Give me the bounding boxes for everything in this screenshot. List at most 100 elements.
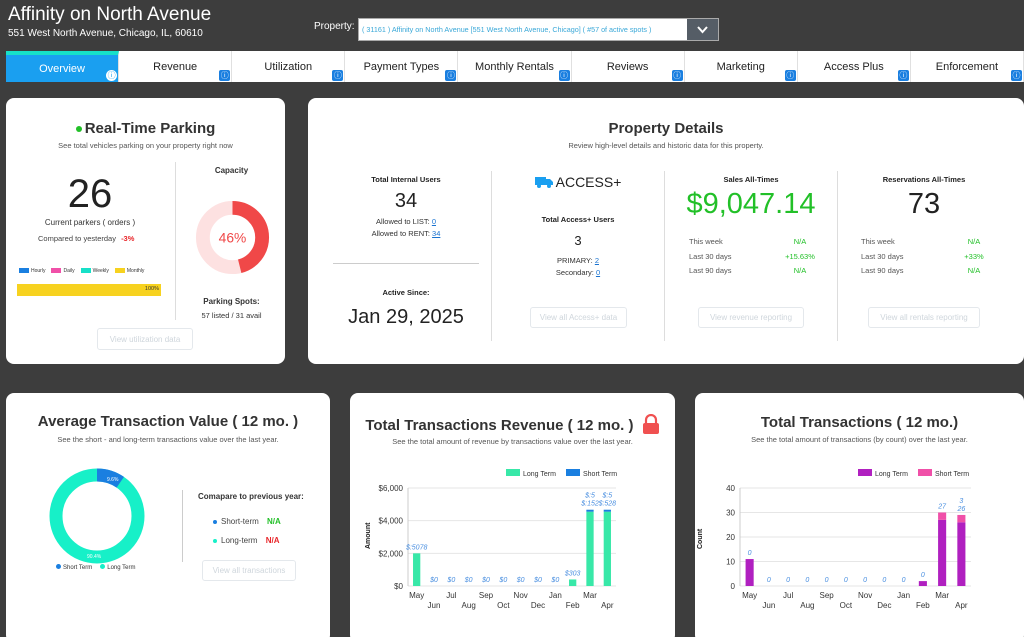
capacity-label: Capacity (214, 166, 249, 175)
data-label: $:528 (598, 501, 617, 508)
compare-label: Compared to yesterday (38, 234, 116, 243)
x-tick-label: Jul (446, 591, 456, 600)
tab-access-plus[interactable]: Access Plus ⓘ (797, 51, 911, 82)
info-icon[interactable]: ⓘ (1010, 70, 1022, 81)
legend-label: Long Term (875, 471, 908, 478)
parking-type-bar: 100% (17, 284, 161, 296)
tab-overview[interactable]: Overview ⓘ (6, 51, 120, 82)
card-title: Average Transaction Value ( 12 mo. ) (37, 413, 299, 430)
property-address: 551 West North Avenue, Chicago, IL, 6061… (8, 28, 203, 39)
bar-short-term (957, 514, 966, 523)
x-tick-label: May (409, 591, 424, 600)
tab-enforcement[interactable]: Enforcement ⓘ (910, 51, 1024, 82)
data-label: $0 (498, 577, 507, 584)
chevron-down-icon[interactable] (687, 19, 718, 40)
tab-label: Access Plus (823, 60, 884, 73)
active-since-label: Active Since: (382, 288, 430, 297)
bar-label: 100% (144, 286, 159, 292)
y-tick-label: 0 (731, 582, 736, 591)
view-transactions-button[interactable]: View all transactions (202, 560, 296, 581)
short-pct-label: 9.6% (107, 477, 119, 483)
card-subtitle: See the total amount of transactions (by… (751, 435, 968, 444)
stat-row: Last 30 days +15.63% (689, 251, 815, 261)
x-tick-label: May (742, 591, 757, 600)
x-tick-label: Apr (601, 601, 614, 610)
data-label: $0 (550, 577, 559, 584)
realtime-parking-card: Real-Time Parking See total vehicles par… (6, 98, 285, 364)
property-selector[interactable]: ( 31161 ) Affinity on North Avenue [551 … (358, 18, 719, 41)
short-term-arc (49, 468, 145, 564)
capacity-value: 46% (219, 229, 247, 245)
data-label: 0 (844, 577, 848, 584)
info-icon[interactable]: ⓘ (558, 70, 570, 81)
bar-long-term (745, 559, 754, 586)
bar-long-term (569, 579, 577, 586)
x-tick-label: Oct (497, 601, 510, 610)
info-icon[interactable]: ⓘ (897, 70, 909, 81)
live-dot-icon (75, 126, 82, 133)
property-selector-value: ( 31161 ) Affinity on North Avenue [551 … (362, 25, 652, 34)
sales-value: $9,047.14 (686, 188, 816, 220)
short-term-dot (213, 519, 217, 524)
reservations-label: Reservations All-Times (882, 175, 966, 184)
x-tick-label: Sep (479, 591, 494, 600)
data-label: 3 (959, 498, 963, 505)
data-label: $0 (533, 577, 542, 584)
info-icon[interactable]: ⓘ (445, 70, 457, 81)
legend-swatch (918, 469, 932, 476)
tab-monthly-rentals[interactable]: Monthly Rentals ⓘ (458, 51, 572, 82)
divider (664, 171, 665, 341)
parking-spots-label: Parking Spots: (203, 297, 260, 306)
card-title: Total Transactions Revenue ( 12 mo. ) (365, 416, 634, 434)
bar-long-term (918, 581, 927, 586)
card-subtitle: See the total amount of revenue by trans… (392, 437, 633, 446)
info-icon[interactable]: ⓘ (106, 70, 118, 81)
data-label: $:5 (601, 493, 612, 500)
y-tick-label: 20 (726, 533, 735, 542)
data-label: $0 (446, 577, 455, 584)
tab-revenue[interactable]: Revenue ⓘ (119, 51, 233, 82)
info-icon[interactable]: ⓘ (332, 70, 344, 81)
primary-label: PRIMARY: (557, 256, 593, 265)
view-rentals-button[interactable]: View all rentals reporting (868, 307, 980, 328)
stat-row: Last 90 days N/A (861, 266, 981, 275)
info-icon[interactable]: ⓘ (219, 70, 231, 81)
x-tick-label: Dec (877, 601, 891, 610)
data-label: $0 (464, 577, 473, 584)
tab-label: Marketing (716, 60, 765, 73)
divider (182, 490, 183, 562)
property-details-card: Property Details Review high-level detai… (308, 98, 1024, 364)
tab-reviews[interactable]: Reviews ⓘ (571, 51, 685, 82)
x-tick-label: Feb (566, 601, 580, 610)
info-icon[interactable]: ⓘ (784, 70, 796, 81)
allowed-rent-link[interactable]: 34 (432, 229, 441, 238)
data-label: 0 (748, 550, 752, 557)
data-label: 0 (902, 577, 906, 584)
legend-short-term: Short Term (56, 564, 92, 571)
view-utilization-button[interactable]: View utilization data (97, 328, 193, 350)
secondary-link[interactable]: 0 (595, 268, 601, 277)
bar-long-term (938, 519, 947, 586)
bar-long-term (413, 553, 421, 586)
primary-link[interactable]: 2 (594, 256, 599, 265)
legend-label: Short Term (583, 471, 617, 478)
bar-long-term (603, 511, 611, 586)
legend-hourly: Hourly (19, 268, 45, 274)
view-revenue-button[interactable]: View revenue reporting (698, 307, 804, 328)
capacity-donut: 46% (195, 200, 270, 275)
parking-spots-value: 57 listed / 31 avail (201, 311, 262, 320)
divider (491, 171, 492, 341)
long-term-arc (49, 468, 145, 564)
legend-long-term: Long Term (100, 564, 135, 571)
tab-payment-types[interactable]: Payment Types ⓘ (345, 51, 459, 82)
stat-row: This week N/A (689, 237, 807, 246)
tab-utilization[interactable]: Utilization ⓘ (232, 51, 346, 82)
allowed-list-link[interactable]: 0 (431, 217, 437, 226)
x-tick-label: Dec (531, 601, 545, 610)
x-tick-label: Aug (462, 601, 476, 610)
info-icon[interactable]: ⓘ (671, 70, 683, 81)
compare-title: Comapare to previous year: (198, 492, 304, 501)
view-access-plus-button[interactable]: View all Access+ data (530, 307, 627, 328)
tab-marketing[interactable]: Marketing ⓘ (684, 51, 798, 82)
x-tick-label: Sep (820, 591, 835, 600)
